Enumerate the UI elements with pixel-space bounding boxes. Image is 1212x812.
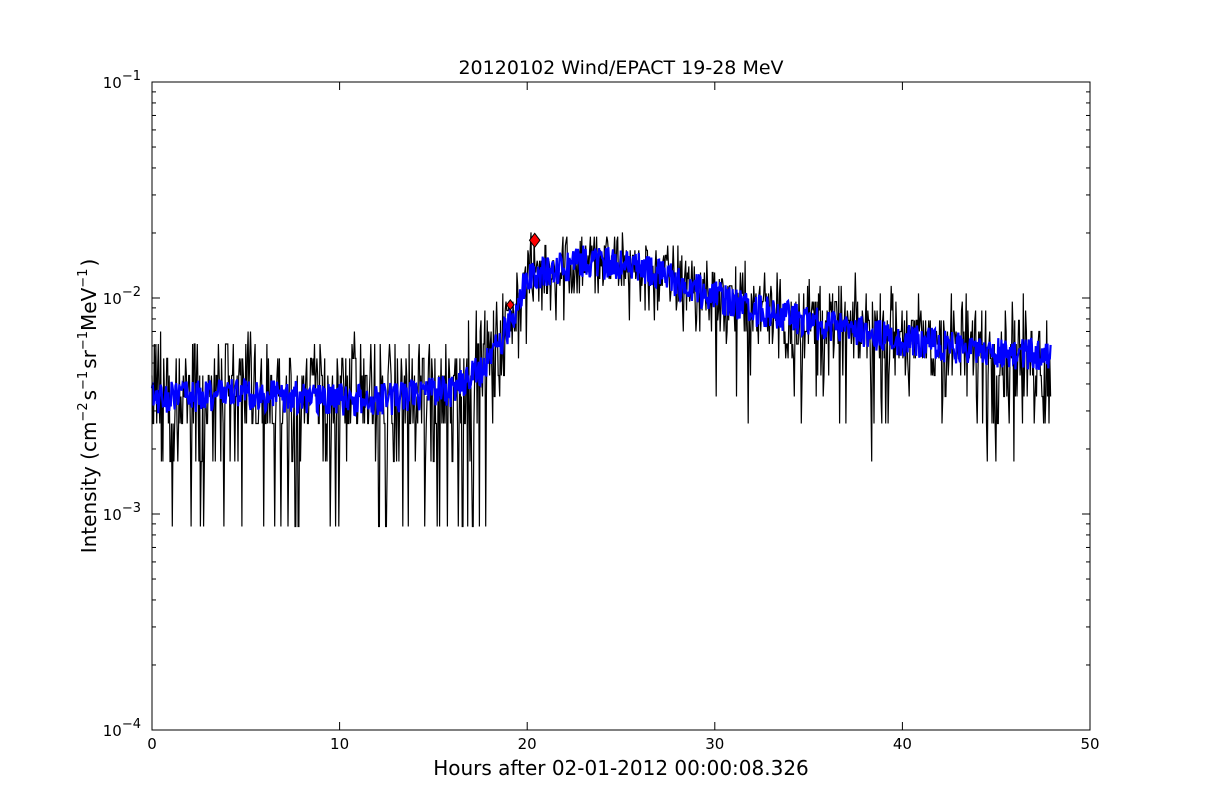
x-tick-label: 30 bbox=[705, 735, 724, 753]
x-tick-label: 10 bbox=[330, 735, 349, 753]
y-tick-label: 10−1 bbox=[103, 69, 141, 92]
plot-area bbox=[150, 232, 1052, 528]
raw-intensity-line bbox=[151, 232, 1052, 528]
x-tick-label: 20 bbox=[518, 735, 537, 753]
event-marker bbox=[505, 298, 515, 311]
x-axis-title: Hours after 02-01-2012 00:00:08.326 bbox=[433, 756, 809, 780]
x-tick-label: 40 bbox=[893, 735, 912, 753]
smoothed-intensity-line bbox=[150, 245, 1052, 418]
y-tick-labels: 10−4 10−3 10−2 10−1 bbox=[103, 69, 141, 740]
y-axis-title: Intensity (cm−2s−1sr−1MeV−1) bbox=[76, 259, 101, 554]
x-tick-label: 0 bbox=[147, 735, 157, 753]
y-tick-label: 10−4 bbox=[103, 717, 141, 740]
chart-title: 20120102 Wind/EPACT 19-28 MeV bbox=[458, 57, 783, 79]
x-tick-labels: 0 10 20 30 40 50 bbox=[147, 735, 1099, 753]
event-marker bbox=[528, 232, 541, 249]
y-tick-label: 10−2 bbox=[103, 285, 141, 308]
x-tick-label: 50 bbox=[1080, 735, 1099, 753]
plot-frame bbox=[151, 81, 1091, 731]
y-tick-label: 10−3 bbox=[103, 501, 141, 524]
axis-ticks bbox=[151, 81, 1091, 731]
